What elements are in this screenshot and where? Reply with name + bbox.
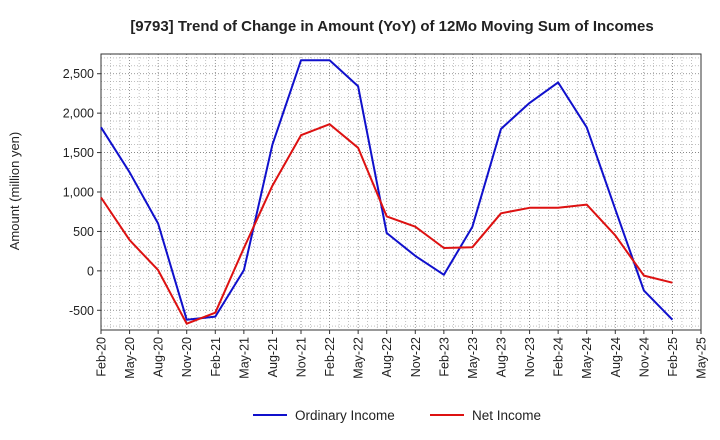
y-tick-label: 500 — [73, 225, 94, 239]
chart-title: [9793] Trend of Change in Amount (YoY) o… — [130, 18, 653, 35]
x-tick-label: Nov-22 — [409, 337, 423, 377]
x-tick-label: May-24 — [580, 337, 594, 379]
x-tick-label: Feb-21 — [209, 337, 223, 377]
x-tick-label: Aug-23 — [495, 337, 509, 377]
y-tick-label: 2,500 — [63, 67, 94, 81]
x-tick-label: May-21 — [237, 337, 251, 379]
x-tick-label: Nov-21 — [295, 337, 309, 377]
legend: Ordinary Income Net Income — [253, 408, 541, 423]
x-tick-label: Nov-20 — [180, 337, 194, 377]
x-tick-label: Feb-20 — [95, 337, 109, 377]
x-tick-label: Aug-20 — [152, 337, 166, 377]
x-tick-label: Feb-24 — [552, 337, 566, 377]
x-tick-label: May-23 — [466, 337, 480, 379]
y-axis-label: Amount (million yen) — [7, 132, 22, 251]
x-tick-label: Aug-24 — [609, 337, 623, 377]
series-line-ordinary-income — [100, 59, 674, 321]
series-line-net-income — [100, 123, 673, 325]
x-tick-label: Feb-23 — [437, 337, 451, 377]
axes: -500 0 500 1,000 1,500 2,000 2,500 Feb-20 May-20… — [63, 53, 709, 379]
x-tick-label: Aug-21 — [266, 337, 280, 377]
x-tick-label: Feb-22 — [323, 337, 337, 377]
legend-label-net-income: Net Income — [472, 408, 541, 423]
y-tick-label: -500 — [69, 304, 94, 318]
x-tick-label: May-25 — [695, 337, 709, 379]
y-tick-label: 1,000 — [63, 186, 94, 200]
y-tick-label: 0 — [87, 264, 94, 278]
x-tick-label: Nov-24 — [637, 337, 651, 377]
legend-label-ordinary-income: Ordinary Income — [295, 408, 395, 423]
x-tick-label: Aug-22 — [380, 337, 394, 377]
x-tick-label: Feb-25 — [666, 337, 680, 377]
x-tick-label: May-22 — [352, 337, 366, 379]
x-tick-label: May-20 — [123, 337, 137, 379]
y-tick-label: 2,000 — [63, 107, 94, 121]
series-lines — [100, 59, 674, 325]
x-tick-label: Nov-23 — [523, 337, 537, 377]
y-tick-label: 1,500 — [63, 146, 94, 160]
grid — [100, 54, 702, 330]
